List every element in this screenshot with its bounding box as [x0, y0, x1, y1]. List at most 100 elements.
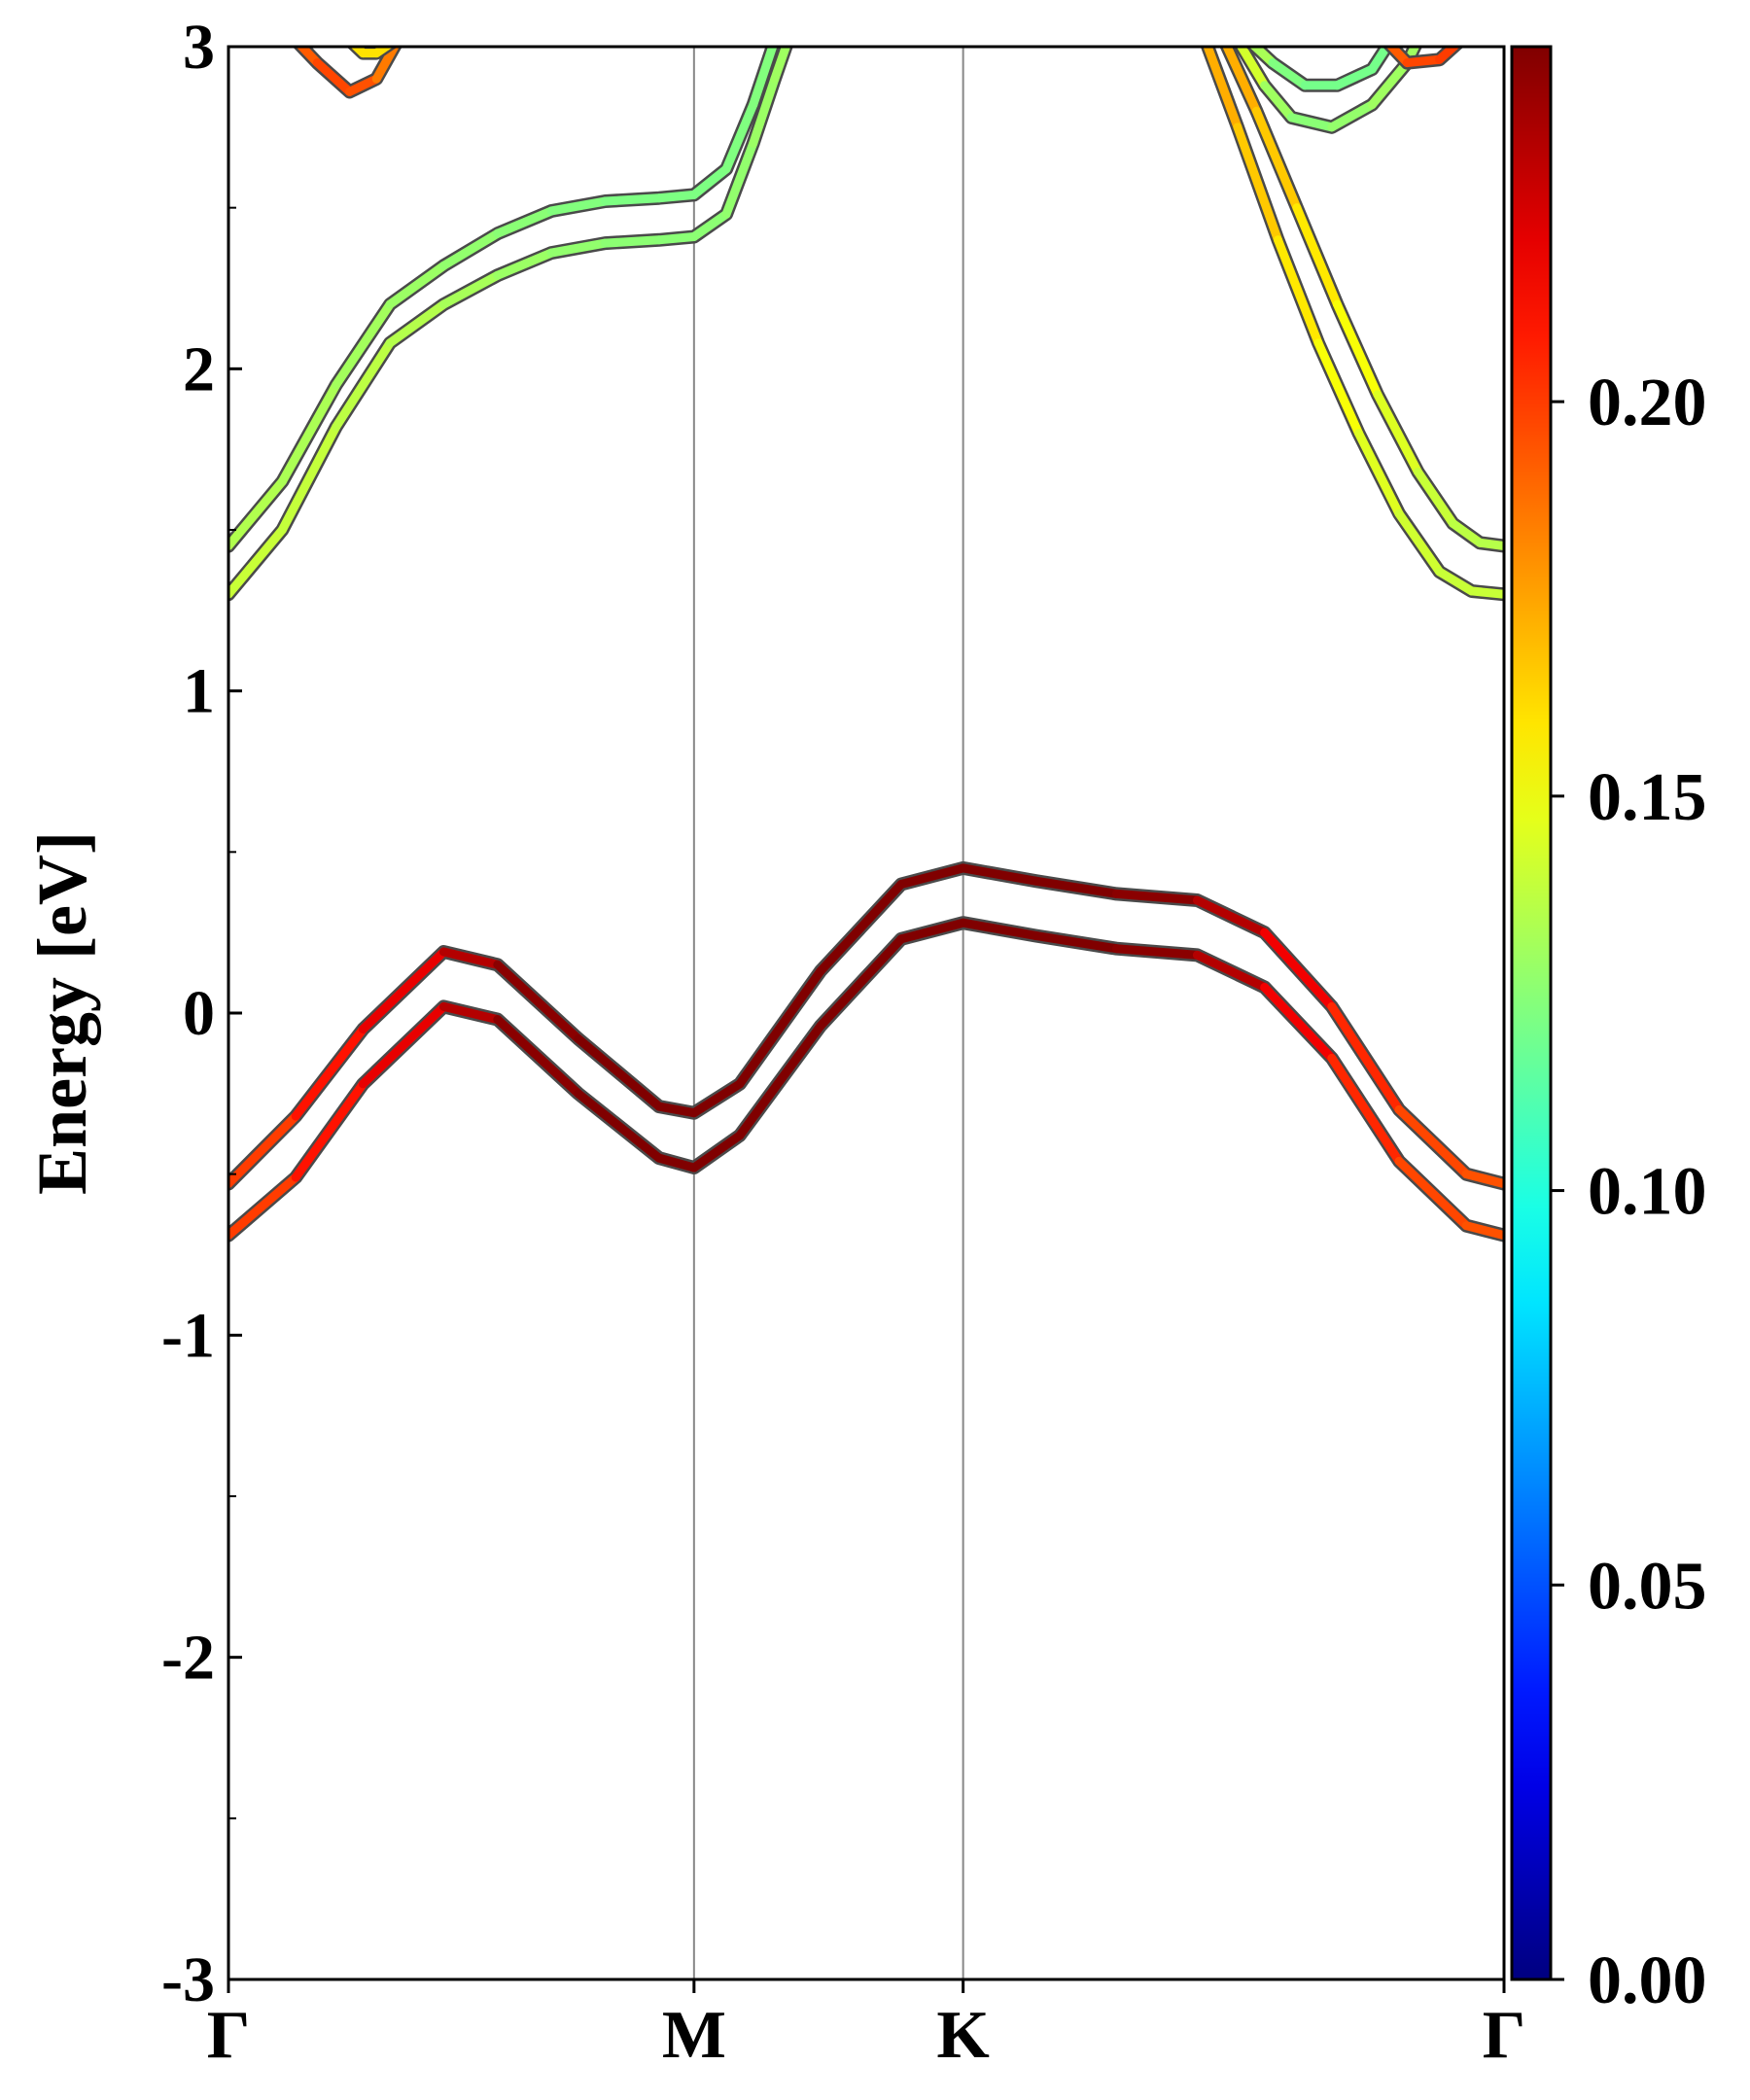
colorbar-tick-label: 0.00	[1588, 1943, 1707, 2018]
band-segment	[1332, 299, 1382, 400]
band-segment	[358, 1001, 448, 1089]
x-tick-label: Γ	[207, 1998, 251, 2073]
band-segment	[574, 1034, 664, 1111]
plot-area	[692, 47, 964, 1979]
band-segment	[1413, 467, 1457, 528]
band-segment	[1292, 203, 1342, 309]
band-segment	[1394, 1104, 1471, 1179]
band-segment	[735, 966, 825, 1089]
band-segment	[358, 947, 448, 1034]
band-segment	[438, 1001, 503, 1025]
y-tick-label: 2	[183, 333, 215, 404]
band-segment	[1461, 1170, 1504, 1189]
band-segment	[816, 934, 906, 1031]
band-segment	[493, 960, 583, 1044]
band-segment	[385, 299, 448, 348]
x-tick-label: M	[662, 1998, 726, 2073]
band-segment	[689, 1079, 745, 1118]
band-valence-lower	[228, 916, 1504, 1242]
y-tick-label: -3	[161, 1944, 215, 2015]
band-segment	[896, 918, 968, 944]
band-segment	[1260, 928, 1337, 1011]
band-segment	[1394, 508, 1445, 577]
band-segment	[1273, 235, 1323, 348]
band-segment	[1233, 122, 1282, 245]
band-segment	[1435, 567, 1477, 596]
band-segment	[1402, 54, 1445, 68]
band-segment	[1327, 100, 1377, 132]
band-segment	[1260, 982, 1337, 1063]
band-segment	[291, 1079, 368, 1182]
band-conduction-right-lower	[1200, 47, 1504, 602]
band-segment	[332, 299, 395, 390]
band-segment	[1385, 47, 1412, 68]
band-segment	[1313, 338, 1364, 438]
band-segment	[1251, 106, 1302, 213]
band-segment	[228, 1111, 300, 1189]
band-segment	[1467, 586, 1504, 599]
colorbar: 0.00 0.05 0.10 0.15 0.20	[1510, 45, 1707, 2018]
band-segment	[1332, 64, 1377, 90]
band-upper-right-pocket-b	[1244, 47, 1395, 92]
band-segment	[689, 209, 731, 241]
band-segment	[493, 1015, 583, 1099]
band-segment	[1327, 1053, 1404, 1166]
band-segment	[546, 196, 611, 216]
band-segment	[1475, 538, 1504, 551]
band-segment	[1461, 1221, 1504, 1241]
band-segment	[816, 879, 906, 976]
colorbar-tick-label: 0.10	[1588, 1155, 1707, 1230]
band-segment	[1111, 889, 1202, 905]
y-axis: -3 -2 -1 0 1 2 3	[161, 12, 242, 2015]
band-segment	[1367, 47, 1392, 74]
band-segment	[1354, 429, 1404, 518]
band-segment	[721, 100, 758, 174]
band-segment	[371, 47, 400, 84]
colorbar-tick-label: 0.15	[1588, 760, 1707, 835]
y-tick-label: -2	[161, 1623, 215, 1694]
band-segment	[689, 1131, 745, 1172]
band-segment	[1260, 81, 1296, 122]
band-segment	[735, 1021, 825, 1140]
band-segment	[438, 947, 503, 969]
band-segment	[345, 74, 381, 96]
band-segment	[277, 422, 341, 535]
band-segment	[1286, 113, 1337, 132]
band-segment	[654, 231, 699, 245]
colorbar-tick-label: 0.20	[1588, 366, 1707, 440]
y-tick-label: -1	[161, 1300, 215, 1371]
band-segment	[1203, 47, 1242, 132]
band-segment	[959, 918, 1040, 940]
band-segment	[296, 47, 322, 68]
band-segment	[1327, 1001, 1404, 1114]
band-upper-left-pocket-b	[346, 47, 399, 60]
y-axis-title: Energy [eV]	[23, 831, 101, 1195]
band-segment	[1248, 47, 1278, 68]
band-segment	[689, 164, 731, 199]
band-segment	[1268, 58, 1310, 90]
colorbar-gradient	[1510, 45, 1553, 1981]
band-segment	[277, 380, 341, 486]
band-segment	[959, 863, 1040, 886]
y-tick-label: 0	[183, 978, 215, 1049]
band-segment	[601, 235, 664, 248]
colorbar-tick-label: 0.05	[1588, 1549, 1707, 1624]
band-segment	[770, 47, 791, 84]
band-segment	[749, 47, 778, 110]
band-segment	[654, 1102, 699, 1118]
band-segment	[654, 1153, 699, 1172]
band-segment	[1192, 895, 1270, 937]
band-segment	[1192, 950, 1270, 992]
band-segment	[312, 58, 355, 96]
band-segment	[601, 193, 664, 206]
band-segment	[721, 138, 758, 219]
band-valence-upper	[228, 860, 1504, 1191]
band-conduction-lower	[228, 47, 793, 602]
band-segment	[1111, 944, 1202, 960]
band-segment	[1031, 930, 1121, 954]
band-segment	[228, 1172, 300, 1241]
band-segment	[574, 1089, 664, 1163]
band-segment	[332, 338, 395, 432]
